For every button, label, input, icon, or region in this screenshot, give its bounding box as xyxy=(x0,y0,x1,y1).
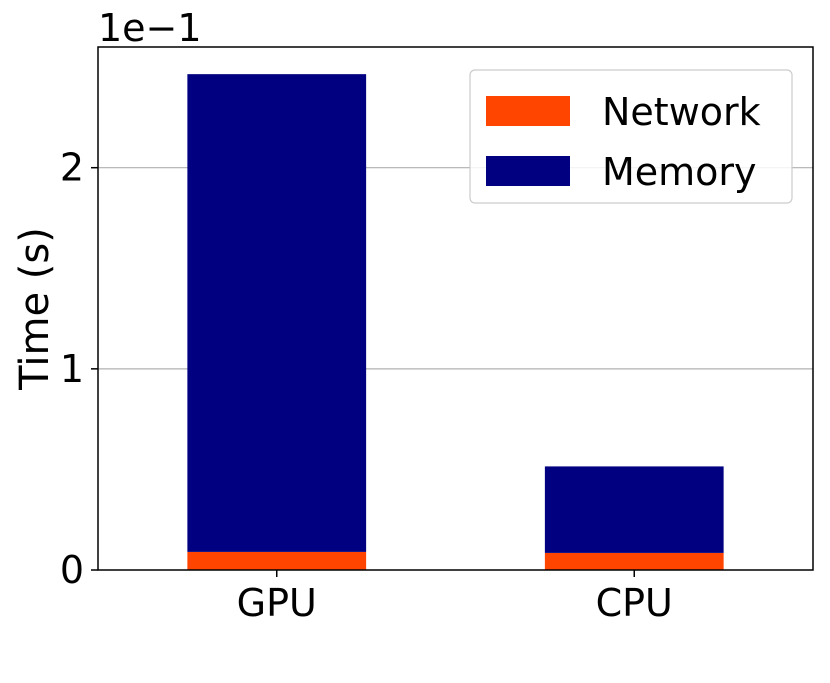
y-tick-label: 1 xyxy=(60,347,84,391)
y-tick-label: 2 xyxy=(60,146,84,190)
y-axis-offset-label: 1e−1 xyxy=(98,6,202,50)
bar-memory-gpu xyxy=(187,74,367,552)
legend-label-memory: Memory xyxy=(602,150,757,194)
legend-swatch-network xyxy=(486,96,570,126)
x-axis-ticks: GPU CPU xyxy=(237,570,673,625)
plot-frame xyxy=(97,46,814,571)
y-axis-ticks: 0 1 2 xyxy=(60,146,98,592)
legend-swatch-memory xyxy=(486,156,570,186)
bar-memory-cpu xyxy=(544,466,724,553)
x-tick-label: CPU xyxy=(596,581,673,625)
bar-network-cpu xyxy=(544,552,724,570)
x-tick-label: GPU xyxy=(237,581,317,625)
legend-label-network: Network xyxy=(602,90,761,134)
bars xyxy=(187,74,724,570)
y-tick-label: 0 xyxy=(60,548,84,592)
y-axis-label: Time (s) xyxy=(12,227,58,391)
bar-network-gpu xyxy=(187,551,367,570)
legend: Network Memory xyxy=(469,69,793,204)
